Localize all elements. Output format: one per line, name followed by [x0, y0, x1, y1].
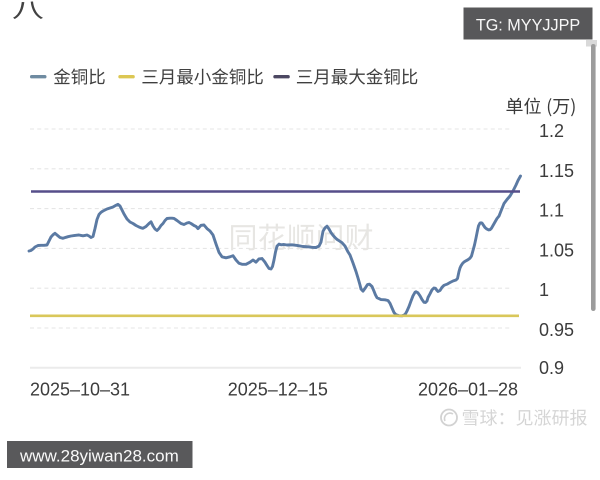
svg-text:0.9: 0.9: [539, 358, 564, 378]
svg-text:1.05: 1.05: [539, 240, 574, 260]
svg-text:2025–10–31: 2025–10–31: [30, 380, 130, 400]
svg-text:1: 1: [539, 280, 549, 300]
svg-text:1.15: 1.15: [539, 161, 574, 181]
svg-text:2026–01–28: 2026–01–28: [418, 380, 518, 400]
svg-text:www.28yiwan28.com: www.28yiwan28.com: [19, 447, 179, 466]
svg-text:TG: MYYJJPP: TG: MYYJJPP: [476, 17, 580, 35]
svg-text:0.95: 0.95: [539, 320, 574, 340]
svg-text:2025–12–15: 2025–12–15: [228, 380, 328, 400]
svg-text:1.2: 1.2: [539, 121, 564, 141]
svg-text:1.1: 1.1: [539, 201, 564, 221]
